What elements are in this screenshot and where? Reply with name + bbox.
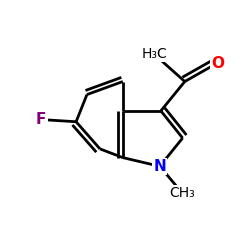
- Text: F: F: [36, 112, 46, 127]
- Text: CH₃: CH₃: [170, 186, 196, 200]
- Text: O: O: [211, 56, 224, 70]
- Text: H₃C: H₃C: [142, 47, 167, 61]
- Text: N: N: [154, 159, 166, 174]
